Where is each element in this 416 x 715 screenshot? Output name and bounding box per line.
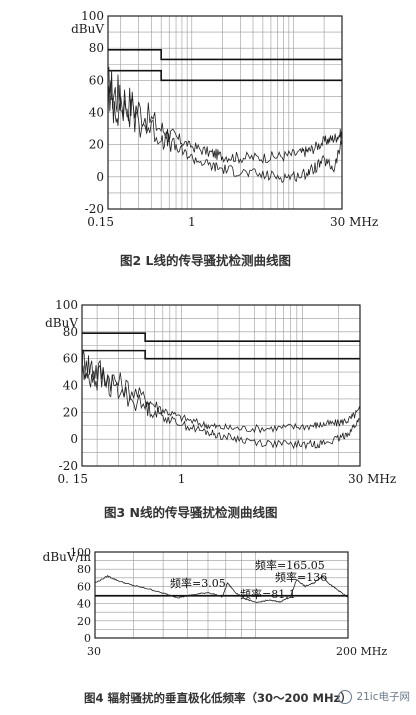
y-tick-label: 100 [70, 546, 91, 559]
watermark-text: 21ic电子网 [356, 691, 410, 703]
y-tick-label: 40 [89, 106, 104, 120]
y-tick-label: 100 [81, 9, 104, 23]
y-tick-label: 20 [89, 138, 104, 152]
chart-radiated-vertical: 100 80 60 40 20 030 200 MHz dBuV/m 频率=3.05 频率=81.… [43, 546, 388, 658]
x-tick-label: 1 [178, 472, 186, 486]
figure-4-radiated-emission: 100 80 60 40 20 0 30 200 MHz dBuV/m 频率=3.05 频率=81.… [0, 545, 416, 715]
y-tick-label: 80 [89, 41, 104, 55]
y-tick-label: -20 [85, 202, 104, 216]
y-tick-label: 20 [63, 405, 78, 419]
y-tick-label: 60 [63, 352, 78, 366]
watermark: 21ic电子网 [338, 689, 410, 704]
y-axis-unit-label: dBuV [71, 22, 104, 36]
x-tick-label: 0. 15 [57, 472, 88, 486]
limit-line [108, 69, 342, 82]
x-tick-label: 30 MHz [348, 472, 396, 486]
x-tick-label: 30 [87, 645, 101, 658]
limit-line [108, 48, 342, 61]
x-tick-label: 30 MHz [330, 215, 378, 229]
frequency-annotation: 频率=165.05 [255, 558, 325, 572]
chart-n-line: 100 80 60 40 20 0 -200. 15 1 30 MHz dBuV [45, 298, 396, 486]
y-tick-label: 80 [77, 563, 91, 576]
series-line [81, 349, 361, 434]
y-axis-unit-label: dBuV [45, 316, 78, 330]
y-tick-label: -20 [59, 459, 78, 473]
figure-2-l-line-conducted-emission: 100 80 60 40 20 0 -20 0.15 1 30 MHz dBuV 图2 L线的传导骚… [0, 0, 416, 290]
series-line [94, 574, 349, 603]
limit-line [82, 332, 360, 343]
frequency-annotation: 频率=136 [275, 570, 327, 584]
plot-frame [81, 304, 361, 467]
figure-3-n-line-conducted-emission: 100 80 60 40 20 0 -20 0. 15 1 30 MHz dBuV 图3 N线的传导… [0, 290, 416, 545]
figure-3-caption: 图3 N线的传导骚扰检测曲线图 [104, 505, 278, 520]
series-line [107, 80, 343, 183]
y-axis-unit-label: dBuV/m [43, 550, 92, 564]
limit-line [82, 349, 360, 360]
chart-l-line: 100 80 60 40 20 0 -200.15 1 30 MHz dBuV [71, 9, 378, 229]
x-tick-label: 200 MHz [336, 645, 387, 658]
figure-4-caption: 图4 辐射骚扰的垂直极化低频率（30～200 MHz） [84, 691, 352, 705]
y-tick-label: 0 [70, 432, 78, 446]
frequency-annotation: 频率=3.05 [170, 576, 226, 590]
grid [108, 16, 342, 209]
x-tick-label: 1 [188, 215, 196, 229]
grid [82, 305, 360, 466]
y-tick-label: 100 [55, 298, 78, 312]
watermark-logo-icon [338, 689, 353, 704]
frequency-annotation: 频率=81.1 [240, 587, 296, 601]
figure-2-caption: 图2 L线的传导骚扰检测曲线图 [120, 253, 292, 268]
y-tick-label: 20 [77, 615, 91, 628]
y-tick-label: 80 [63, 325, 78, 339]
y-tick-label: 60 [77, 580, 91, 593]
x-tick-label: 0.15 [87, 215, 114, 229]
series-line [81, 360, 361, 450]
series-line [107, 66, 343, 165]
y-tick-label: 0 [84, 632, 91, 645]
y-tick-label: 60 [89, 73, 104, 87]
plot-frame [94, 551, 349, 639]
y-tick-label: 40 [63, 379, 78, 393]
y-tick-label: 40 [77, 598, 91, 611]
y-tick-label: 0 [96, 170, 104, 184]
